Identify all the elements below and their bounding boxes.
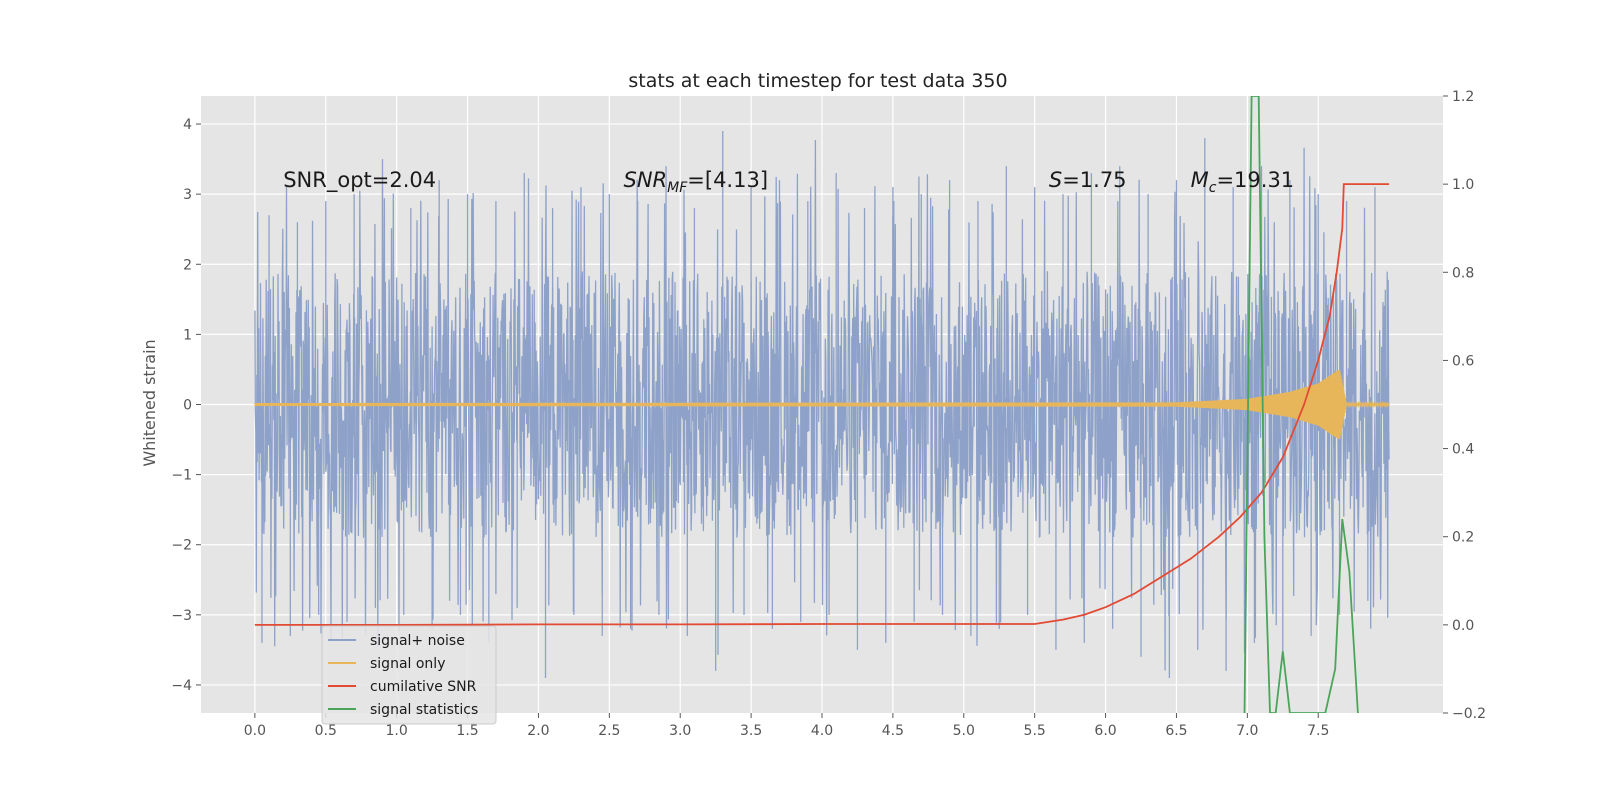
- y2-tick-label: 0.6: [1452, 353, 1474, 369]
- annotation-text: SNR_opt=2.04: [283, 168, 436, 193]
- series-signal-only: [254, 369, 1390, 440]
- y2-tick-label: 0.4: [1452, 442, 1474, 458]
- y-tick-label: −2: [171, 538, 192, 554]
- annotation-text: Mc=19.31: [1191, 168, 1295, 196]
- y-tick-label: 4: [183, 117, 192, 133]
- x-tick-label: 1.5: [456, 723, 478, 739]
- x-tick-label: 6.0: [1094, 723, 1116, 739]
- chart-title: stats at each timestep for test data 350: [628, 70, 1007, 92]
- series-signal-plus-noise: [254, 131, 1390, 678]
- y-axis-right: 1.2 1.0 0.8 0.6 0.4 0.2 0.0 −0.2: [1443, 89, 1486, 722]
- x-tick-label: 5.0: [953, 723, 975, 739]
- y2-tick-label: 0.8: [1452, 265, 1474, 281]
- annotation-text: S=1.75: [1049, 168, 1127, 192]
- legend-label: signal statistics: [370, 702, 478, 718]
- annotations: SNR_opt=2.04 SNRMF=[4.13] S=1.75 Mc=19.31: [283, 168, 1294, 196]
- series-cumulative-snr: [254, 183, 1390, 626]
- y2-tick-label: −0.2: [1452, 706, 1486, 722]
- y-tick-label: 0: [183, 398, 192, 414]
- x-tick-label: 1.0: [386, 723, 408, 739]
- legend: signal+ noise signal only cumilative SNR si…: [321, 625, 497, 725]
- x-tick-label: 5.5: [1024, 723, 1046, 739]
- y-tick-label: 1: [183, 327, 192, 343]
- y-tick-label: −1: [171, 468, 192, 484]
- cumulative-snr-line: [254, 183, 1390, 626]
- y2-tick-label: 0.0: [1452, 618, 1474, 634]
- x-tick-label: 2.0: [527, 723, 549, 739]
- y-tick-label: −3: [171, 608, 192, 624]
- x-tick-label: 3.0: [669, 723, 691, 739]
- y-axis-label: Whitened strain: [140, 339, 159, 466]
- legend-label: signal only: [370, 656, 445, 672]
- x-tick-label: 2.5: [598, 723, 620, 739]
- x-tick-label: 0.5: [315, 723, 337, 739]
- x-tick-label: 4.0: [811, 723, 833, 739]
- y-tick-label: 3: [183, 187, 192, 203]
- y2-tick-label: 1.0: [1452, 177, 1474, 193]
- x-tick-label: 3.5: [740, 723, 762, 739]
- signal-statistics-line: [1243, 96, 1359, 713]
- noise-line: [254, 139, 1390, 671]
- legend-box: [321, 625, 497, 725]
- x-tick-label: 7.0: [1236, 723, 1258, 739]
- x-tick-label: 4.5: [882, 723, 904, 739]
- y-tick-label: −4: [171, 678, 192, 694]
- y-tick-label: 2: [183, 257, 192, 273]
- x-tick-label: 0.0: [244, 723, 266, 739]
- x-tick-label: 6.5: [1165, 723, 1187, 739]
- legend-label: cumilative SNR: [370, 679, 477, 695]
- series-signal-statistics: [1243, 96, 1359, 713]
- x-tick-label: 7.5: [1307, 723, 1329, 739]
- annotation-text: SNRMF=[4.13]: [624, 168, 769, 196]
- y-axis-left: 4 3 2 1 0 −1 −2 −3 −4: [171, 117, 201, 694]
- signal-only-line: [254, 369, 1390, 440]
- y2-tick-label: 0.2: [1452, 530, 1474, 546]
- y2-tick-label: 1.2: [1452, 89, 1474, 105]
- legend-label: signal+ noise: [370, 633, 465, 649]
